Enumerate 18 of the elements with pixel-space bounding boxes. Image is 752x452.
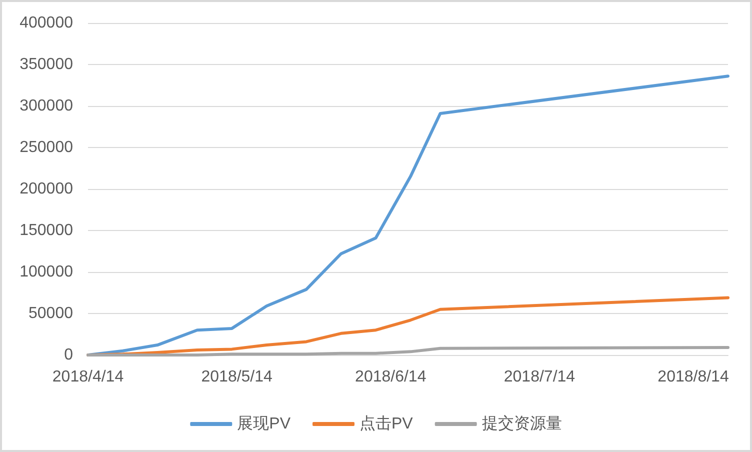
x-tick-label: 2018/5/14 bbox=[201, 368, 273, 386]
y-tick-label: 300000 bbox=[20, 98, 74, 114]
x-tick-label: 2018/6/14 bbox=[355, 368, 426, 386]
legend-label: 提交资源量 bbox=[482, 414, 562, 432]
x-tick-label: 2018/4/14 bbox=[52, 368, 124, 386]
y-tick-label: 200000 bbox=[20, 180, 74, 198]
y-tick-label: 400000 bbox=[20, 14, 74, 32]
legend-label: 展现PV bbox=[237, 416, 291, 432]
y-tick-label: 350000 bbox=[20, 56, 74, 73]
y-tick-label: 250000 bbox=[20, 139, 74, 156]
y-tick-label: 100000 bbox=[20, 264, 74, 280]
x-tick-label: 2018/8/14 bbox=[658, 368, 729, 386]
y-tick-label: 150000 bbox=[20, 222, 74, 239]
line-series bbox=[86, 346, 730, 356]
x-tick-label: 2018/7/14 bbox=[504, 368, 576, 386]
legend-label: 点击PV bbox=[360, 414, 414, 432]
y-tick-label: 50000 bbox=[28, 305, 74, 322]
y-tick-label: 0 bbox=[64, 346, 74, 364]
